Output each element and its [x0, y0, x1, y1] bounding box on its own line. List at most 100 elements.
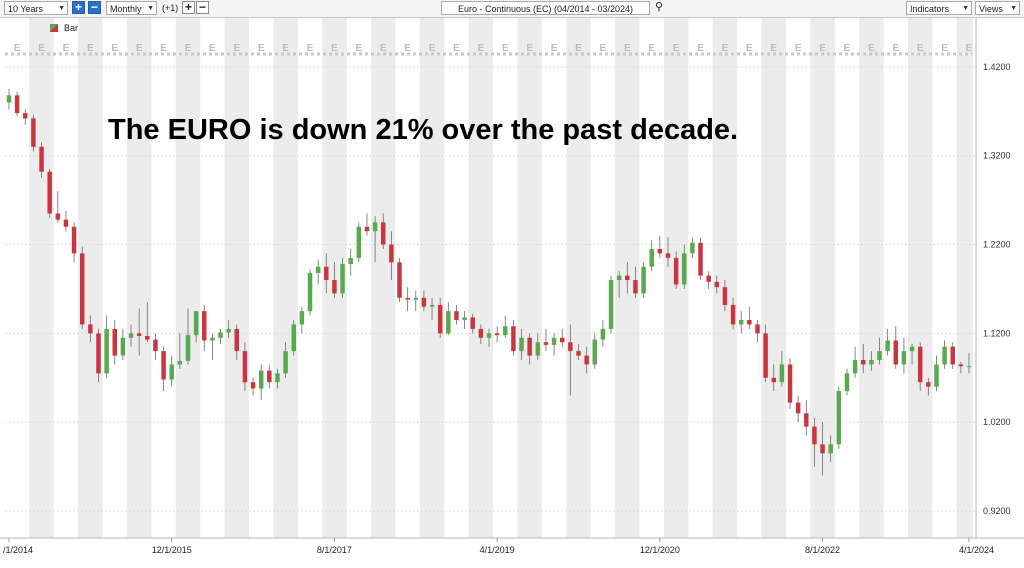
candle-body-down [576, 351, 581, 356]
symbol-title: Euro - Continuous (EC) (04/2014 - 03/202… [457, 4, 634, 14]
y-tick-label: 0.9200 [983, 506, 1011, 516]
candle-body-up [372, 222, 378, 232]
candle [340, 257, 345, 298]
candle-body-up [283, 351, 288, 374]
offset-minus-button[interactable]: − [196, 1, 209, 14]
candle-body-up [218, 332, 223, 338]
candle-body-up [169, 364, 174, 380]
quarter-band [419, 18, 445, 538]
event-marker: E [746, 43, 753, 54]
indicators-label: Indicators [910, 4, 950, 14]
period-select[interactable]: 10 Years ▼ [4, 1, 68, 15]
minus-icon: − [90, 0, 98, 14]
event-marker: E [575, 43, 582, 54]
candle [820, 422, 825, 476]
candle-body-up [901, 351, 907, 365]
symbol-input[interactable]: Euro - Continuous (EC) (04/2014 - 03/202… [441, 1, 650, 15]
candle [966, 352, 972, 374]
candle-body-down [722, 287, 728, 305]
candle-body-down [926, 382, 931, 387]
event-marker: E [551, 43, 558, 54]
candle-body-down [31, 118, 36, 147]
candle-body-up [340, 264, 345, 294]
candle-body-down [804, 413, 809, 427]
event-marker: E [63, 43, 70, 54]
candle [14, 91, 20, 116]
candle [177, 333, 183, 369]
candle-body-down [559, 337, 565, 343]
candle-body-down [625, 275, 630, 281]
candle [397, 257, 402, 303]
candle [844, 368, 850, 396]
zoom-in-button[interactable]: + [72, 1, 85, 14]
interval-value: Monthly [110, 4, 142, 14]
candle [527, 333, 532, 365]
interval-select[interactable]: Monthly ▼ [106, 1, 157, 15]
candle [79, 246, 85, 329]
candle-body-down [763, 333, 768, 378]
toolbar: 10 Years ▼ + − Monthly ▼ (+1) + − Euro -… [0, 0, 1024, 18]
indicators-button[interactable]: Indicators ▼ [906, 1, 972, 15]
candle [934, 355, 939, 392]
x-tick-label: 8/1/2022 [805, 545, 840, 555]
candle [682, 244, 687, 289]
candle-body-down [55, 213, 61, 220]
quarter-band [859, 18, 884, 538]
offset-plus-button[interactable]: + [182, 1, 195, 14]
price-axis: 0.9200 1.0200 1.1200 1.2200 1.3200 1.4200 [983, 62, 1011, 516]
candle [771, 364, 776, 392]
quarter-band [468, 18, 494, 538]
candle [722, 280, 728, 312]
dropdown-arrow-icon: ▼ [1010, 5, 1017, 12]
candle-body-up [641, 266, 646, 294]
candlestick-series [6, 89, 972, 476]
candle [779, 351, 785, 387]
x-tick-label: /1/2014 [3, 545, 33, 555]
x-tick-label: 4/1/2024 [959, 545, 994, 555]
candle-body-up [6, 95, 12, 103]
candle [755, 320, 760, 343]
candle [202, 304, 207, 352]
period-value: 10 Years [8, 4, 44, 14]
candle [250, 377, 256, 396]
candle [852, 346, 858, 378]
candle-body-down [267, 370, 272, 383]
event-marker: E [233, 43, 240, 54]
candle-body-down [714, 281, 720, 288]
candle-body-up [535, 342, 541, 356]
candle-body-down [633, 280, 638, 294]
candle [71, 222, 77, 263]
candle [917, 342, 923, 392]
search-icon[interactable]: ⚲ [655, 1, 664, 13]
candle [356, 222, 362, 263]
quarter-band [956, 18, 974, 538]
candle [714, 275, 720, 294]
candle [405, 287, 410, 312]
y-tick-label: 1.1200 [983, 328, 1011, 338]
candle [218, 328, 223, 345]
event-marker: E [282, 43, 289, 54]
candle-body-down [747, 320, 752, 325]
candle-body-down [584, 355, 589, 365]
quarter-band [712, 18, 738, 538]
event-marker: E [185, 43, 192, 54]
candle-body-up [128, 333, 134, 338]
zoom-out-button[interactable]: − [88, 1, 101, 14]
event-marker: E [526, 43, 533, 54]
candle-body-up [592, 339, 597, 365]
views-button[interactable]: Views ▼ [975, 1, 1020, 15]
quarter-band [273, 18, 298, 538]
chart-annotation: The EURO is down 21% over the past decad… [108, 114, 738, 146]
x-tick-label: 4/1/2019 [480, 545, 515, 555]
candle-body-down [79, 253, 85, 325]
candle [494, 326, 500, 343]
event-marker: E [697, 43, 704, 54]
candle [592, 333, 597, 369]
candle [706, 271, 711, 289]
candle [299, 306, 305, 334]
dropdown-arrow-icon: ▼ [962, 5, 969, 12]
event-marker: E [941, 43, 948, 54]
candle-body-down [706, 275, 711, 282]
event-marker: E [868, 43, 875, 54]
